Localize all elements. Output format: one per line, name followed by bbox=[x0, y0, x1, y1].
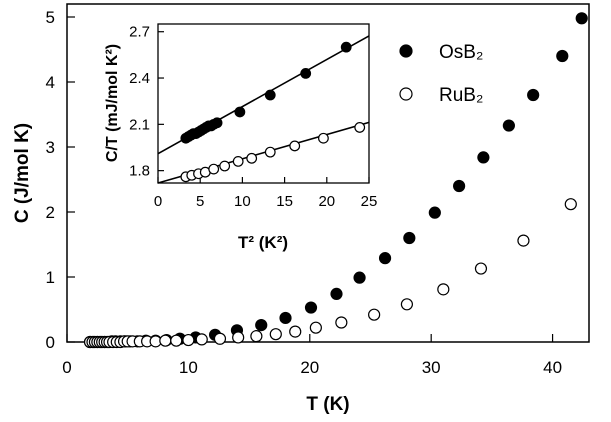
main-point-rub bbox=[368, 308, 381, 321]
inset-x-tick-label: 15 bbox=[276, 193, 293, 210]
main-point-osb bbox=[502, 119, 515, 132]
main-y-tick-label: 4 bbox=[46, 73, 55, 92]
inset-point-rub bbox=[246, 152, 258, 164]
inset-axis-ticks bbox=[157, 31, 370, 183]
inset-x-tick-label: 0 bbox=[154, 193, 162, 210]
main-point-rub bbox=[437, 283, 450, 296]
main-x-tick-label: 30 bbox=[422, 358, 441, 377]
main-point-rub bbox=[250, 330, 263, 343]
main-point-osb bbox=[403, 231, 416, 245]
legend-marker-osb2 bbox=[399, 44, 413, 58]
main-point-osb bbox=[279, 311, 292, 325]
main-point-osb bbox=[527, 88, 540, 102]
main-y-tick-label: 1 bbox=[46, 268, 55, 287]
inset-data-points bbox=[180, 41, 366, 183]
main-point-osb bbox=[353, 271, 366, 284]
main-point-rub bbox=[564, 198, 577, 211]
inset-x-tick-label: 20 bbox=[318, 193, 335, 210]
main-x-tick-label: 0 bbox=[62, 358, 71, 377]
main-point-rub bbox=[170, 334, 183, 347]
main-point-osb bbox=[304, 301, 318, 314]
main-point-rub bbox=[232, 331, 245, 344]
main-y-tick-label: 3 bbox=[46, 138, 55, 157]
legend-label-rub2: RuB₂ bbox=[439, 85, 483, 106]
main-point-rub bbox=[213, 332, 227, 345]
inset-point-osb bbox=[300, 67, 312, 79]
legend: OsB₂ RuB₂ bbox=[399, 42, 483, 106]
inset-y-tick-label: 1.8 bbox=[129, 163, 150, 180]
main-tick-labels: 0 10 20 30 40 0 1 2 3 4 5 bbox=[46, 8, 563, 377]
inset-tick-labels: 0 5 10 15 20 25 1.8 2.1 2.4 2.7 bbox=[129, 24, 377, 210]
main-data-points bbox=[83, 12, 588, 349]
inset-y-tick-label: 2.1 bbox=[129, 116, 150, 133]
main-point-osb bbox=[330, 287, 343, 300]
inset-plot-frame bbox=[157, 23, 370, 184]
main-point-osb bbox=[477, 151, 490, 164]
main-point-rub bbox=[400, 298, 414, 311]
inset-y-tick-label: 2.7 bbox=[129, 24, 150, 41]
main-point-rub bbox=[159, 334, 172, 347]
inset-point-osb bbox=[234, 106, 246, 118]
inset-point-rub bbox=[232, 155, 244, 167]
legend-label-osb2: OsB₂ bbox=[439, 42, 483, 63]
main-x-tick-label: 20 bbox=[300, 358, 319, 377]
inset-point-rub bbox=[208, 163, 220, 175]
main-point-rub bbox=[309, 321, 322, 334]
inset-x-tick-label: 5 bbox=[196, 193, 204, 210]
main-point-rub bbox=[182, 333, 195, 347]
inset-point-osb bbox=[264, 89, 276, 101]
inset-point-rub bbox=[289, 140, 301, 152]
main-point-osb bbox=[575, 12, 588, 25]
main-x-axis-title: T (K) bbox=[306, 394, 349, 415]
main-point-rub bbox=[195, 333, 208, 346]
inset-x-axis-title: T² (K²) bbox=[238, 233, 288, 252]
inset-point-osb bbox=[211, 117, 223, 129]
inset-point-rub bbox=[264, 146, 276, 158]
main-point-rub bbox=[474, 262, 488, 275]
main-point-osb bbox=[556, 49, 569, 63]
main-point-osb bbox=[428, 206, 441, 219]
main-x-tick-label: 10 bbox=[179, 358, 198, 377]
main-point-rub bbox=[517, 234, 530, 247]
main-y-tick-label: 2 bbox=[46, 203, 55, 222]
main-axis-ticks bbox=[66, 16, 554, 343]
main-y-tick-label: 0 bbox=[46, 333, 55, 352]
main-point-osb bbox=[453, 179, 466, 193]
main-x-tick-label: 40 bbox=[543, 358, 562, 377]
legend-marker-rub2 bbox=[399, 87, 413, 101]
main-y-axis-title: C (J/mol K) bbox=[12, 123, 33, 223]
main-point-osb bbox=[255, 319, 268, 332]
main-y-tick-label: 5 bbox=[46, 8, 55, 27]
inset-point-osb bbox=[340, 41, 352, 53]
inset-x-tick-label: 10 bbox=[234, 193, 251, 210]
main-point-rub bbox=[289, 325, 302, 338]
main-point-rub bbox=[335, 316, 348, 329]
inset-point-rub bbox=[219, 160, 231, 172]
inset-y-tick-label: 2.4 bbox=[129, 70, 150, 87]
inset-y-axis-title: C/T (mJ/mol K²) bbox=[104, 44, 121, 162]
main-point-rub bbox=[269, 328, 282, 341]
inset-point-rub bbox=[318, 132, 329, 144]
inset-x-tick-label: 25 bbox=[361, 193, 378, 210]
main-plot-frame bbox=[66, 3, 590, 343]
main-point-osb bbox=[378, 252, 392, 265]
inset-point-rub bbox=[354, 122, 366, 133]
